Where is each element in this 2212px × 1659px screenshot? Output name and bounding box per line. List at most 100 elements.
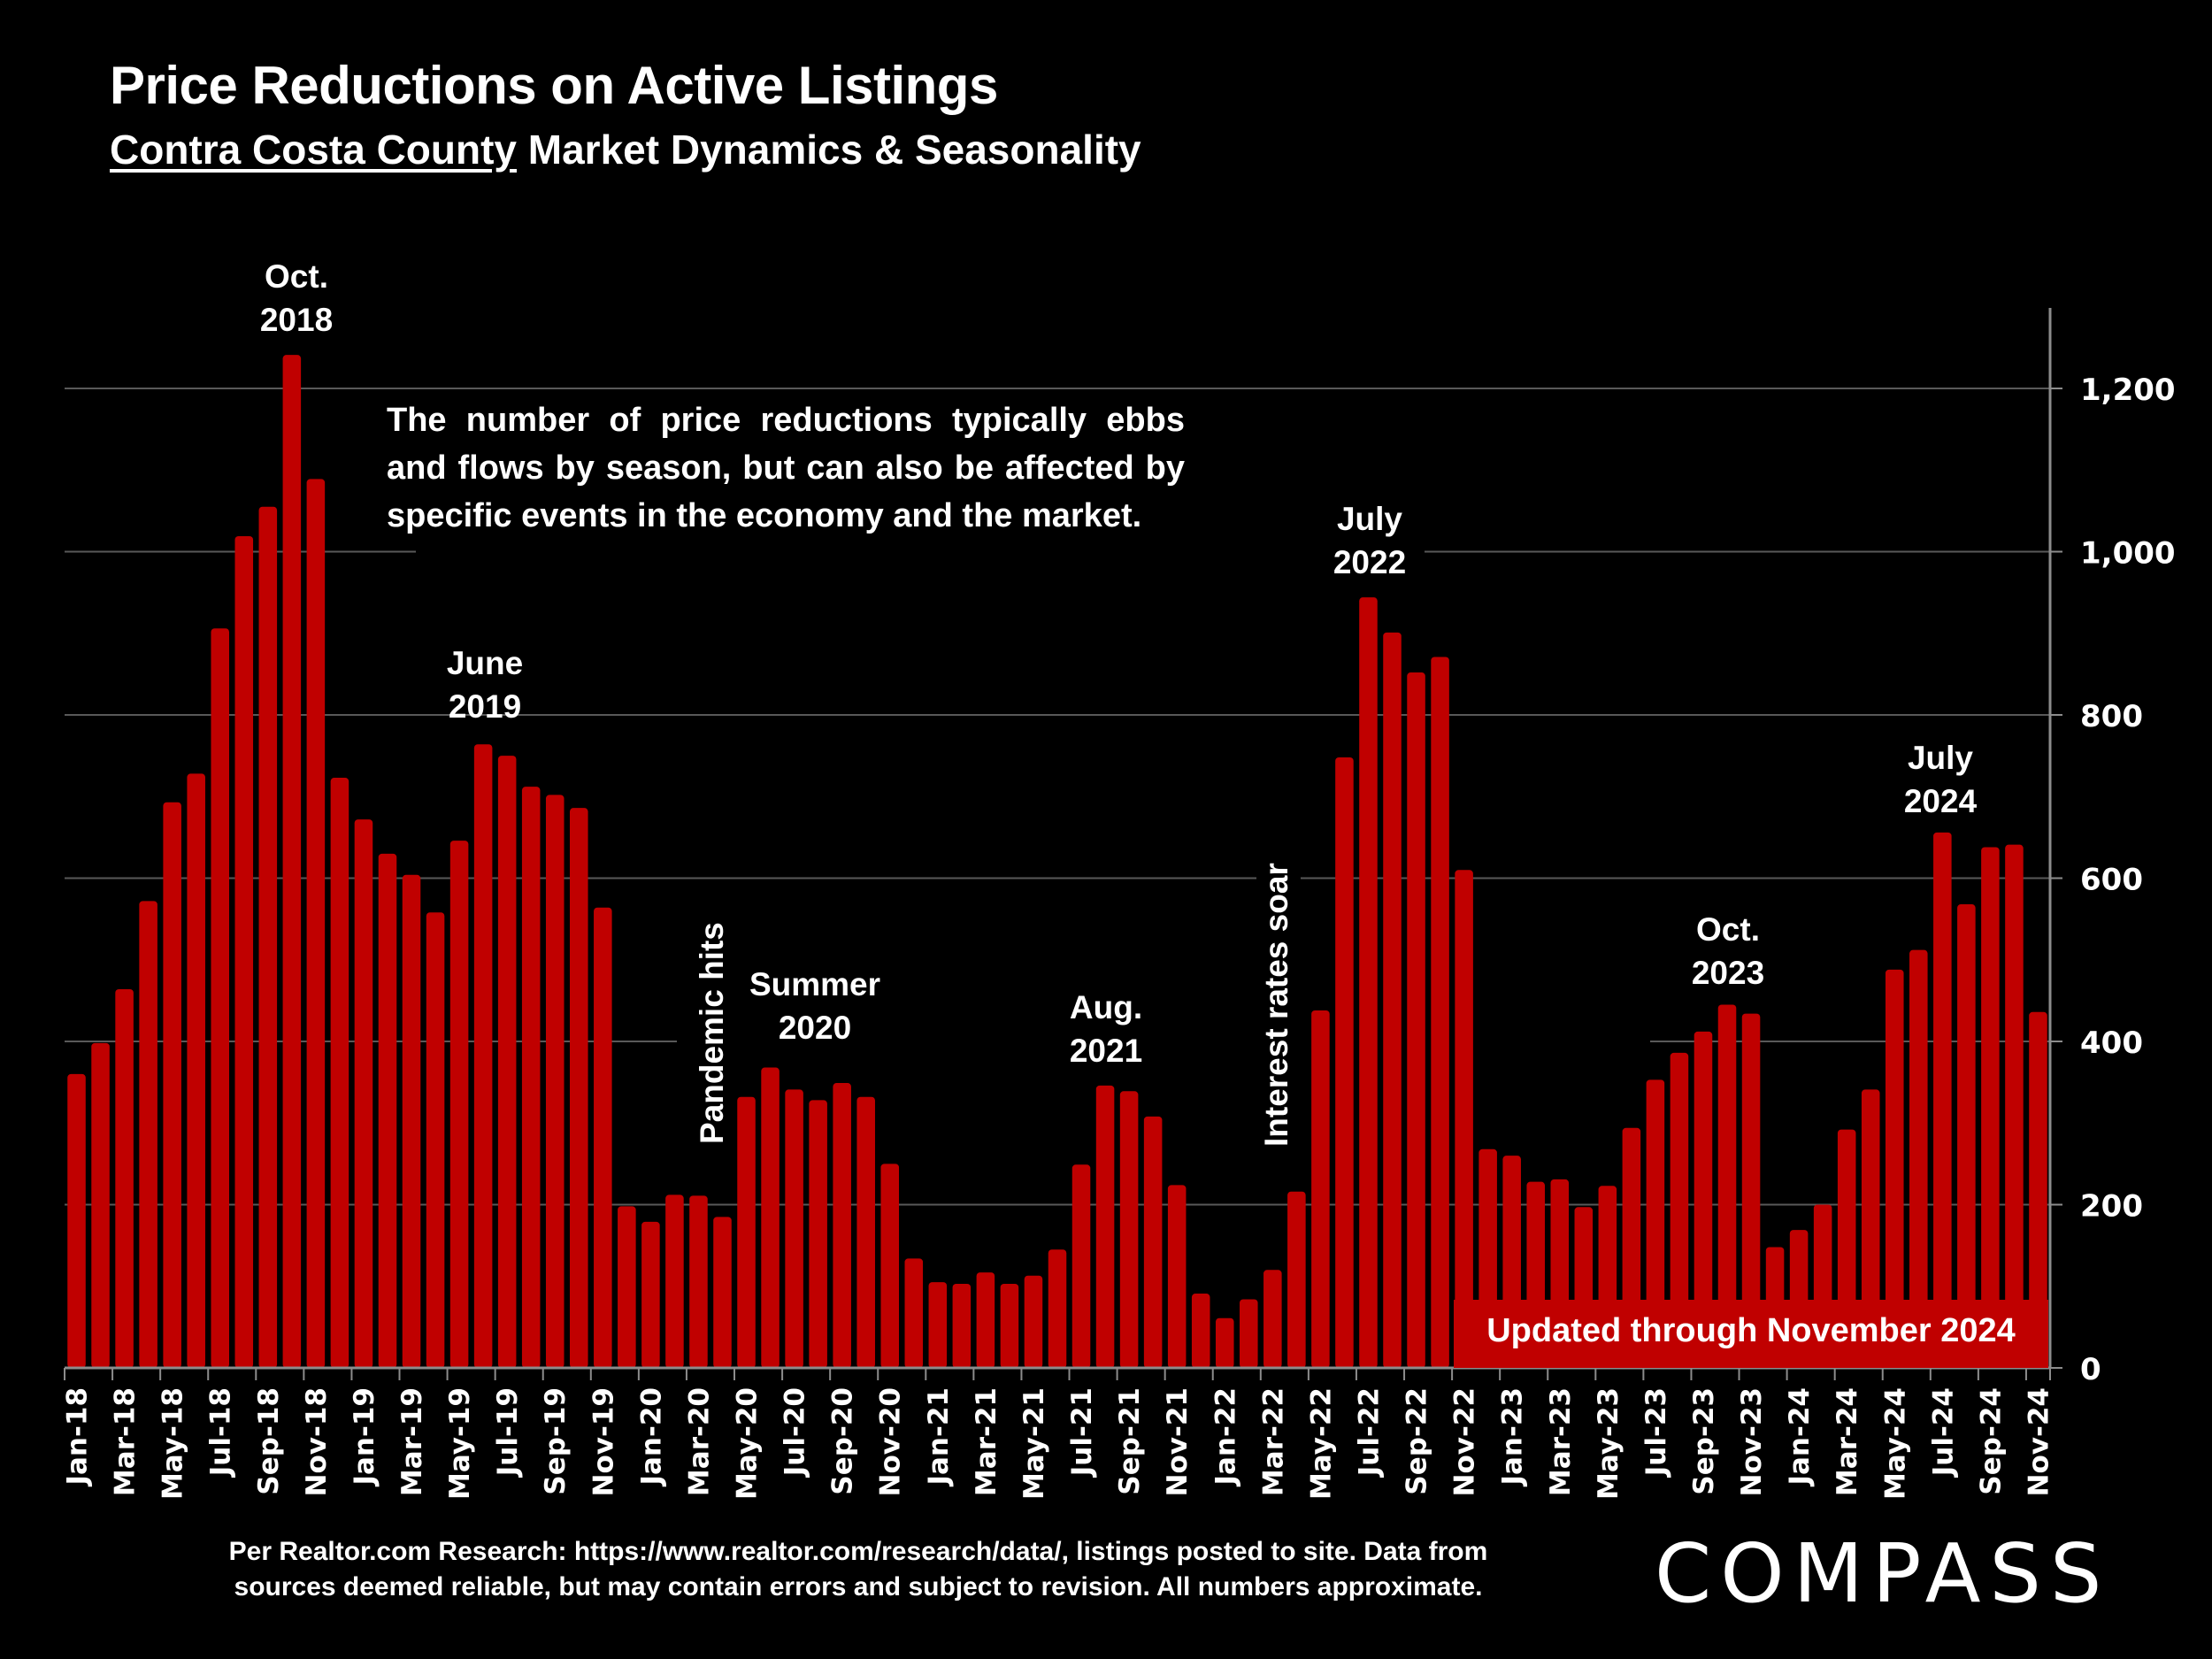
x-tick-label: May-20	[732, 1387, 764, 1500]
x-tick-label: Jan-23	[1497, 1387, 1529, 1487]
bar-Dec-18	[330, 778, 349, 1368]
x-tick-label: Jul-18	[205, 1387, 237, 1478]
bar-Aug-19	[521, 787, 541, 1368]
label-backdrop	[1318, 495, 1425, 593]
x-tick-label: Jan-22	[1210, 1387, 1241, 1487]
updated-banner: Updated through November 2024	[1454, 1300, 2048, 1368]
label-backdrop	[416, 540, 1336, 611]
x-tick-label: Mar-19	[396, 1387, 428, 1496]
annotation-Jun-19: June 2019	[447, 641, 523, 728]
annotation-Jul-22: July 2022	[1333, 497, 1406, 584]
annotation-line-2: 2022	[1333, 544, 1407, 580]
bar-Nov-19	[594, 907, 612, 1368]
bar-Nov-20	[880, 1164, 900, 1368]
bar-Jan-19	[354, 819, 373, 1368]
annotation-line-1: July	[1907, 740, 1974, 776]
bar-Jan-22	[1215, 1317, 1234, 1368]
x-tick-label: Mar-18	[110, 1387, 142, 1496]
y-tick-label: 1,200	[2080, 373, 2176, 408]
bar-Apr-18	[139, 901, 157, 1368]
source-footer: Per Realtor.com Research: https://www.re…	[159, 1534, 1557, 1605]
chart-subtitle: Contra Costa County Market Dynamics & Se…	[110, 126, 1141, 173]
bar-May-19	[449, 841, 469, 1368]
x-tick-label: Jul-23	[1640, 1387, 1672, 1478]
annotation-Jul-20: Summer 2020	[749, 963, 880, 1049]
annotation-line-1: Summer	[749, 966, 881, 1002]
x-tick-label: May-18	[157, 1387, 189, 1500]
x-tick-label: Mar-23	[1545, 1387, 1577, 1496]
annotation-line-1: Oct.	[265, 258, 328, 295]
x-tick-label: Jan-20	[635, 1387, 667, 1487]
x-tick-label: Mar-24	[1832, 1387, 1863, 1496]
bar-Apr-20	[713, 1217, 732, 1368]
annotation-line-2: 2019	[448, 688, 522, 725]
x-tick-label: Sep-24	[1975, 1387, 2007, 1495]
x-tick-label: Jan-19	[349, 1387, 380, 1487]
subtitle-rest: Market Dynamics & Seasonality	[517, 127, 1141, 173]
bar-Jul-22	[1359, 597, 1378, 1368]
x-tick-label: Jul-24	[1927, 1387, 1959, 1478]
bar-Mar-22	[1263, 1270, 1282, 1368]
bar-Sep-20	[833, 1083, 851, 1368]
bar-Oct-21	[1143, 1116, 1163, 1368]
bar-Nov-24	[2029, 1011, 2047, 1368]
x-tick-label: Sep-19	[540, 1387, 572, 1495]
bar-Dec-21	[1191, 1294, 1210, 1368]
annotation-line-2: 2018	[259, 302, 334, 338]
annotation-line-2: 2020	[778, 1010, 852, 1046]
bar-Oct-18	[282, 355, 302, 1368]
bar-Jun-18	[187, 773, 205, 1368]
bar-Aug-24	[1957, 904, 1976, 1368]
bar-Aug-20	[809, 1100, 827, 1368]
vertical-annotation-Mar-22: Interest rates soar	[1258, 863, 1294, 1147]
bar-Feb-18	[91, 1042, 110, 1368]
label-backdrop	[1893, 734, 1991, 832]
x-tick-label: Jan-18	[62, 1387, 94, 1487]
bar-Mar-20	[689, 1195, 708, 1368]
bar-Jun-20	[761, 1067, 780, 1368]
bar-Jul-23	[1646, 1079, 1665, 1368]
bar-Sep-19	[545, 795, 565, 1368]
bar-Oct-20	[856, 1096, 875, 1368]
x-tick-label: Nov-18	[301, 1387, 333, 1496]
bar-Sep-21	[1119, 1091, 1139, 1368]
bar-Mar-18	[115, 988, 134, 1368]
label-backdrop	[1681, 911, 1778, 1009]
compass-wordmark: COMPASS	[1655, 1534, 2110, 1614]
bar-Jun-21	[1048, 1249, 1067, 1368]
bar-Aug-18	[234, 535, 254, 1368]
subtitle-county-link: Contra Costa County	[110, 127, 517, 173]
annotation-line-1: June	[446, 645, 524, 681]
footer-line-1: Per Realtor.com Research: https://www.re…	[228, 1537, 1488, 1566]
annotation-Aug-21: Aug. 2021	[1070, 986, 1142, 1072]
footer-line-2: sources deemed reliable, but may contain…	[234, 1572, 1483, 1601]
y-tick-label: 200	[2080, 1189, 2143, 1225]
x-tick-label: May-24	[1879, 1387, 1911, 1500]
label-backdrop	[372, 389, 1203, 549]
bar-Feb-22	[1240, 1299, 1258, 1368]
x-tick-label: Nov-23	[1736, 1387, 1768, 1496]
bar-Dec-19	[618, 1206, 636, 1368]
x-tick-label: Mar-21	[971, 1387, 1002, 1496]
annotation-Jul-24: July 2024	[1904, 736, 1977, 823]
label-backdrop	[690, 929, 734, 1150]
bar-Jun-22	[1335, 757, 1354, 1368]
x-tick-label: May-22	[1305, 1387, 1337, 1500]
bar-Apr-19	[426, 912, 445, 1368]
bar-Jun-24	[1909, 949, 1928, 1368]
bar-Jul-20	[785, 1089, 803, 1368]
chart-title: Price Reductions on Active Listings	[110, 56, 998, 115]
x-tick-label: Nov-19	[588, 1387, 619, 1496]
x-tick-label: Sep-21	[1114, 1387, 1146, 1495]
annotation-Oct-23: Oct. 2023	[1692, 908, 1764, 995]
x-tick-label: Jul-19	[492, 1387, 524, 1478]
bar-Jan-18	[67, 1073, 86, 1368]
annotation-Oct-18: Oct. 2018	[260, 255, 333, 342]
bar-Jul-24	[1933, 832, 1952, 1368]
bar-Apr-21	[1000, 1283, 1019, 1368]
bar-Sep-18	[258, 506, 278, 1368]
bar-Oct-22	[1431, 657, 1449, 1368]
bar-May-24	[1885, 969, 1904, 1368]
y-tick-label: 0	[2080, 1352, 2101, 1387]
bar-Feb-20	[665, 1194, 684, 1368]
